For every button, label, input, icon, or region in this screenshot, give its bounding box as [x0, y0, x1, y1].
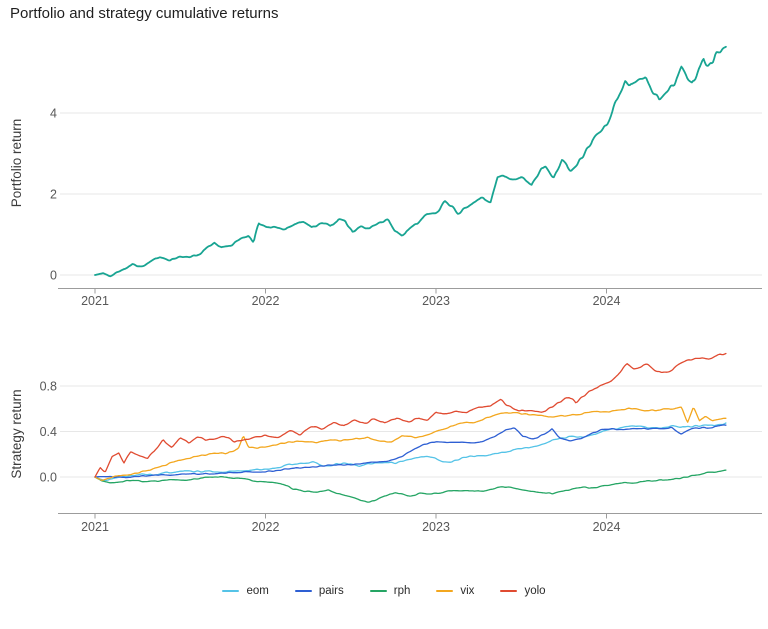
y-tick-label: 2: [50, 188, 57, 202]
x-tick-label: 2024: [593, 520, 621, 534]
x-tick-label: 2023: [422, 294, 450, 308]
series-line-yolo: [94, 352, 727, 478]
x-tick-label: 2021: [81, 520, 109, 534]
legend-label: eom: [246, 585, 269, 597]
legend-item-eom: eom: [222, 585, 269, 597]
y-tick-label: 0.8: [40, 380, 57, 394]
legend-swatch-pairs: [294, 590, 312, 592]
strategy-y-axis-title: Strategy return: [9, 389, 24, 478]
x-tick-label: 2024: [593, 294, 621, 308]
legend-swatch-vix: [436, 590, 454, 592]
legend-label: rph: [393, 585, 411, 597]
portfolio-chart: 0 2 4 2021 2022 2023 2024: [50, 45, 762, 308]
y-tick-label: 0: [50, 269, 57, 283]
legend-label: vix: [460, 585, 475, 597]
x-tick-label: 2021: [81, 294, 109, 308]
legend-label: pairs: [318, 585, 344, 597]
legend: eom pairs rph vix yolo: [0, 585, 768, 597]
series-line-portfolio: [94, 45, 727, 278]
legend-swatch-yolo: [500, 590, 518, 592]
series-line-pairs: [94, 424, 727, 479]
y-tick-label: 0.0: [40, 471, 57, 485]
y-tick-label: 0.4: [40, 425, 57, 439]
figure-title: Portfolio and strategy cumulative return…: [10, 5, 279, 22]
legend-swatch-rph: [369, 590, 387, 592]
x-tick-label: 2022: [252, 520, 280, 534]
portfolio-y-axis-title: Portfolio return: [9, 119, 24, 208]
legend-item-yolo: yolo: [500, 585, 546, 597]
legend-item-vix: vix: [436, 585, 474, 597]
series-line-eom: [94, 422, 727, 481]
x-tick-label: 2023: [422, 520, 450, 534]
y-tick-label: 4: [50, 107, 57, 121]
strategy-chart: 0.0 0.4 0.8 2021 2022 2023 2024: [40, 352, 762, 534]
legend-label: yolo: [524, 585, 546, 597]
legend-swatch-eom: [222, 590, 240, 592]
series-line-vix: [94, 406, 727, 481]
legend-item-pairs: pairs: [294, 585, 344, 597]
legend-item-rph: rph: [369, 585, 411, 597]
series-line-rph: [94, 469, 727, 503]
x-tick-label: 2022: [252, 294, 280, 308]
